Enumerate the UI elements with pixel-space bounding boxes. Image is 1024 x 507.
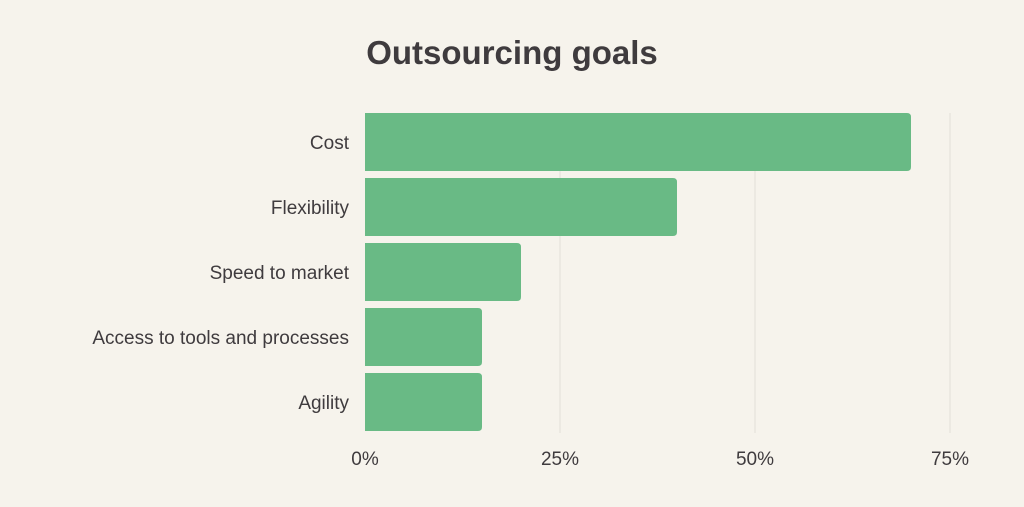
category-label: Cost (310, 133, 350, 154)
bar-4 (365, 373, 482, 431)
bar-0 (365, 113, 911, 171)
category-label: Agility (298, 393, 349, 414)
chart-title: Outsourcing goals (366, 34, 658, 71)
x-tick-label: 50% (736, 449, 774, 470)
x-tick-label: 0% (351, 449, 379, 470)
category-label: Access to tools and processes (92, 328, 349, 349)
bar-3 (365, 308, 482, 366)
x-tick-label: 75% (931, 449, 969, 470)
category-label: Flexibility (271, 198, 350, 219)
bar-2 (365, 243, 521, 301)
category-label: Speed to market (210, 263, 350, 284)
bar-1 (365, 178, 677, 236)
x-tick-label: 25% (541, 449, 579, 470)
